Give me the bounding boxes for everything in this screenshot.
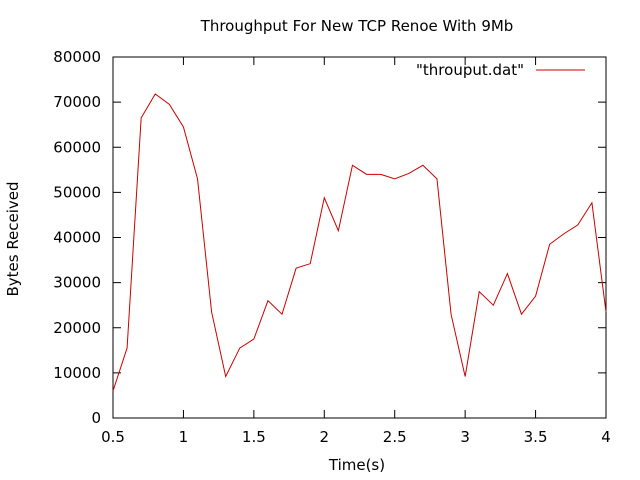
y-tick-label: 40000: [53, 229, 101, 247]
x-tick-label: 3.5: [524, 428, 548, 446]
series-line-throuput: [112, 93, 607, 392]
x-tick-label: 1: [179, 428, 189, 446]
y-axis-tick-labels: 0 10000 20000 30000 40000 50000 60000 70000 8000…: [53, 48, 101, 427]
y-tick-label: 30000: [53, 274, 101, 292]
x-tick-label: 3: [460, 428, 470, 446]
x-tick-label: 4: [601, 428, 611, 446]
y-tick-label: 20000: [53, 319, 101, 337]
series-group: [112, 93, 607, 392]
y-tick-label: 80000: [53, 48, 101, 66]
y-tick-label: 0: [91, 409, 101, 427]
legend: "throuput.dat": [416, 61, 585, 79]
x-axis-ticks: [112, 57, 607, 418]
x-tick-label: 0.5: [101, 428, 125, 446]
x-tick-label: 2.5: [383, 428, 407, 446]
x-axis-label: Time(s): [328, 456, 385, 474]
y-axis-label: Bytes Received: [4, 181, 22, 296]
x-tick-label: 2: [320, 428, 330, 446]
y-tick-label: 50000: [53, 183, 101, 201]
legend-label-throuput: "throuput.dat": [416, 61, 524, 79]
y-tick-label: 10000: [53, 364, 101, 382]
x-tick-label: 1.5: [242, 428, 266, 446]
y-axis-ticks: [113, 56, 606, 419]
plot-frame: [112, 56, 607, 419]
chart-title: Throughput For New TCP Renoe With 9Mb: [200, 17, 514, 35]
y-tick-label: 60000: [53, 138, 101, 156]
x-axis-tick-labels: 0.5 1 1.5 2 2.5 3 3.5 4: [101, 428, 611, 446]
y-tick-label: 70000: [53, 93, 101, 111]
